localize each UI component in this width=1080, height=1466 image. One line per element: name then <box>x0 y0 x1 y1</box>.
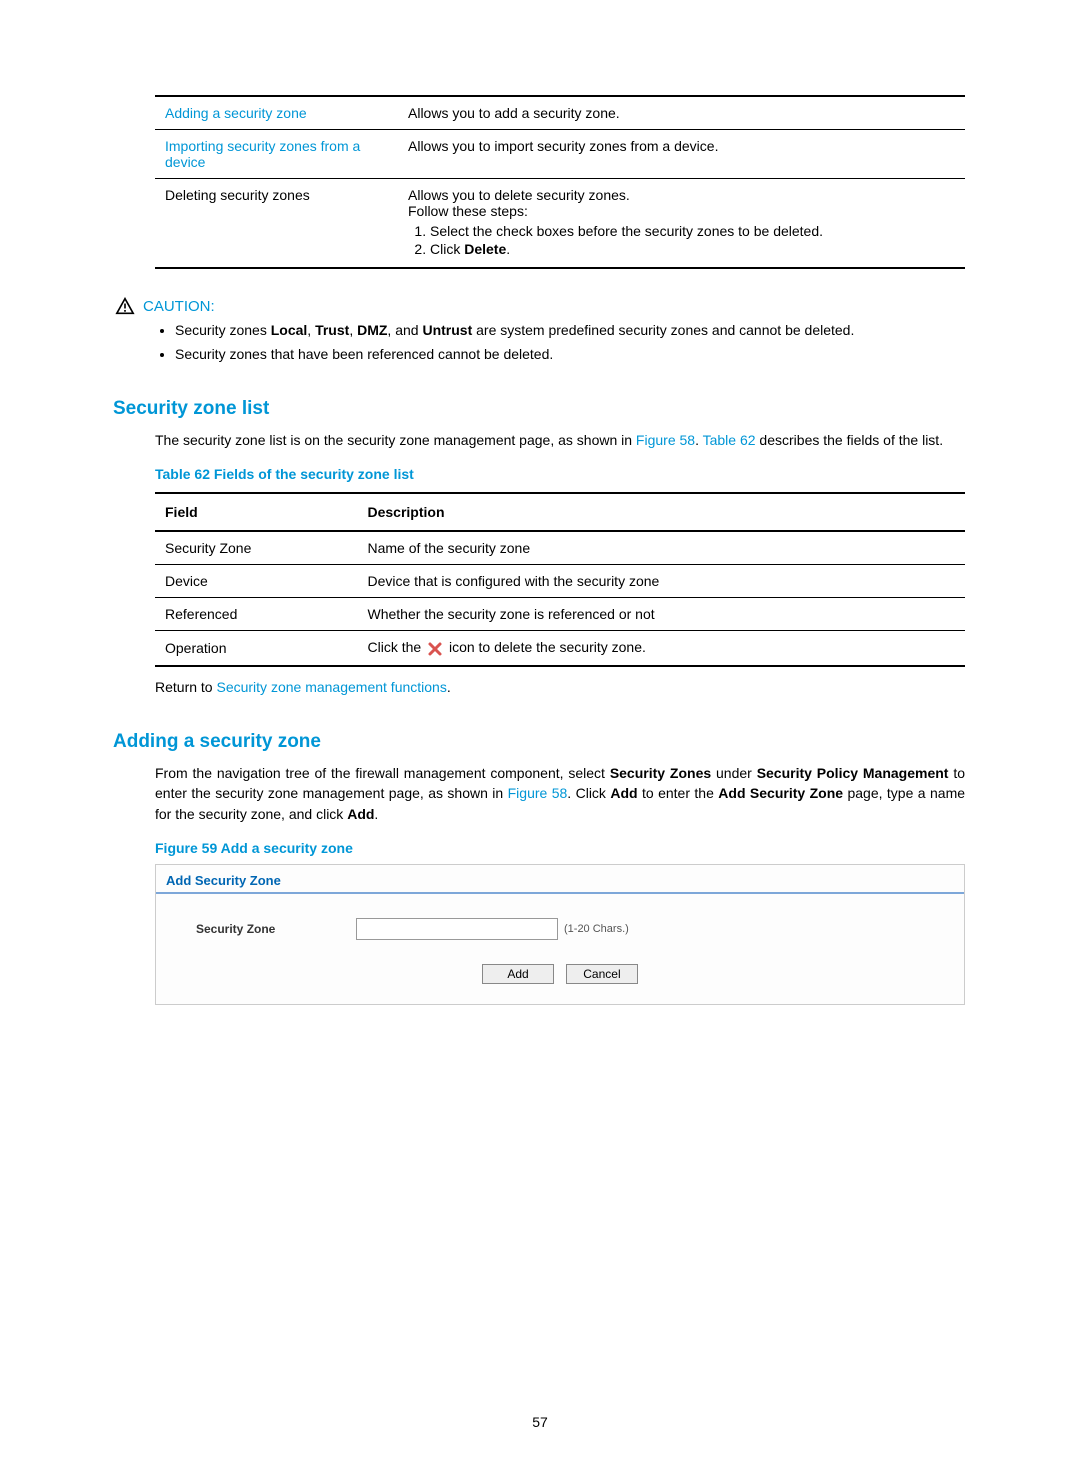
text: . <box>374 806 378 822</box>
text: , and <box>387 322 422 338</box>
delete-icon <box>427 641 443 657</box>
table-header-row: Field Description <box>155 493 965 531</box>
text: . <box>506 241 510 257</box>
text: . <box>447 679 451 695</box>
link-table-62[interactable]: Table 62 <box>703 432 756 448</box>
bold-text: Security Policy Management <box>757 765 949 781</box>
text-line: Allows you to delete security zones. <box>408 187 955 203</box>
caution-list: Security zones Local, Trust, DMZ, and Un… <box>115 321 965 364</box>
text: From the navigation tree of the firewall… <box>155 765 610 781</box>
cell-text: Whether the security zone is referenced … <box>358 598 966 631</box>
button-row: Add Cancel <box>156 964 964 984</box>
step-item: Click Delete. <box>430 241 955 257</box>
warning-icon <box>115 297 135 315</box>
paragraph: The security zone list is on the securit… <box>155 430 965 450</box>
section-heading: Security zone list <box>113 398 965 420</box>
text: . Click <box>567 785 610 801</box>
bold-text: Local <box>271 322 308 338</box>
divider <box>156 892 964 894</box>
link-add-zone[interactable]: Adding a security zone <box>165 105 307 121</box>
screenshot-title: Add Security Zone <box>156 865 964 892</box>
bold-text: Add Security Zone <box>718 785 843 801</box>
screenshot-add-zone: Add Security Zone Security Zone (1-20 Ch… <box>155 864 965 1005</box>
field-hint: (1-20 Chars.) <box>564 923 629 935</box>
link-import-zones[interactable]: Importing security zones from a device <box>165 138 360 170</box>
text: Return to <box>155 679 216 695</box>
cell-text: Allows you to import security zones from… <box>398 130 965 179</box>
bold-text: Untrust <box>422 322 472 338</box>
cell-text: Name of the security zone <box>358 531 966 565</box>
cell-text: Security Zone <box>155 531 358 565</box>
bold-text: Delete <box>464 241 506 257</box>
link-figure-58[interactable]: Figure 58 <box>636 432 695 448</box>
table-row: Operation Click the icon to delete the s… <box>155 631 965 666</box>
cancel-button[interactable]: Cancel <box>566 964 638 984</box>
cell-text: Allows you to delete security zones. Fol… <box>398 179 965 269</box>
content: Adding a security zone Allows you to add… <box>155 95 965 1005</box>
field-label: Security Zone <box>196 922 356 936</box>
functions-table: Adding a security zone Allows you to add… <box>155 95 965 269</box>
table-row: Importing security zones from a device A… <box>155 130 965 179</box>
th-description: Description <box>358 493 966 531</box>
text: , <box>307 322 315 338</box>
caution-item: Security zones that have been referenced… <box>175 345 965 365</box>
table-row: Deleting security zones Allows you to de… <box>155 179 965 269</box>
table-row: Referenced Whether the security zone is … <box>155 598 965 631</box>
cell-text: Referenced <box>155 598 358 631</box>
add-button[interactable]: Add <box>482 964 554 984</box>
text: . <box>695 432 703 448</box>
bold-text: Trust <box>315 322 349 338</box>
fields-table: Field Description Security Zone Name of … <box>155 492 965 666</box>
cell-text: Device <box>155 565 358 598</box>
cell-text: Device that is configured with the secur… <box>358 565 966 598</box>
table-row: Device Device that is configured with th… <box>155 565 965 598</box>
text: describes the fields of the list. <box>756 432 944 448</box>
text: Click the <box>368 639 426 655</box>
paragraph: Return to Security zone management funct… <box>155 677 965 697</box>
text-line: Follow these steps: <box>408 203 955 219</box>
security-zone-input[interactable] <box>356 918 558 940</box>
link-figure-58b[interactable]: Figure 58 <box>508 785 568 801</box>
table-caption: Table 62 Fields of the security zone lis… <box>155 466 965 482</box>
text: icon to delete the security zone. <box>449 639 646 655</box>
cell-text: Click the icon to delete the security zo… <box>358 631 966 666</box>
text: to enter the <box>638 785 719 801</box>
figure-caption: Figure 59 Add a security zone <box>155 840 965 856</box>
caution-block: CAUTION: Security zones Local, Trust, DM… <box>115 297 965 364</box>
page-number: 57 <box>0 1414 1080 1430</box>
bold-text: Add <box>347 806 374 822</box>
form-row: Security Zone (1-20 Chars.) <box>156 912 964 946</box>
text: are system predefined security zones and… <box>472 322 854 338</box>
cell-text: Deleting security zones <box>155 179 398 269</box>
paragraph: From the navigation tree of the firewall… <box>155 763 965 824</box>
cell-text: Allows you to add a security zone. <box>398 96 965 130</box>
bold-text: Add <box>610 785 637 801</box>
document-page: Adding a security zone Allows you to add… <box>0 0 1080 1466</box>
text: Click <box>430 241 464 257</box>
bold-text: Security Zones <box>610 765 711 781</box>
caution-item: Security zones Local, Trust, DMZ, and Un… <box>175 321 965 341</box>
link-return[interactable]: Security zone management functions <box>216 679 446 695</box>
text: under <box>711 765 757 781</box>
steps-list: Select the check boxes before the securi… <box>408 223 955 257</box>
text: Security zones <box>175 322 271 338</box>
bold-text: DMZ <box>357 322 387 338</box>
caution-heading: CAUTION: <box>115 297 965 315</box>
text: The security zone list is on the securit… <box>155 432 636 448</box>
cell-text: Operation <box>155 631 358 666</box>
section-heading: Adding a security zone <box>113 731 965 753</box>
table-row: Adding a security zone Allows you to add… <box>155 96 965 130</box>
caution-label: CAUTION: <box>143 298 215 315</box>
step-item: Select the check boxes before the securi… <box>430 223 955 239</box>
th-field: Field <box>155 493 358 531</box>
table-row: Security Zone Name of the security zone <box>155 531 965 565</box>
text: , <box>349 322 357 338</box>
